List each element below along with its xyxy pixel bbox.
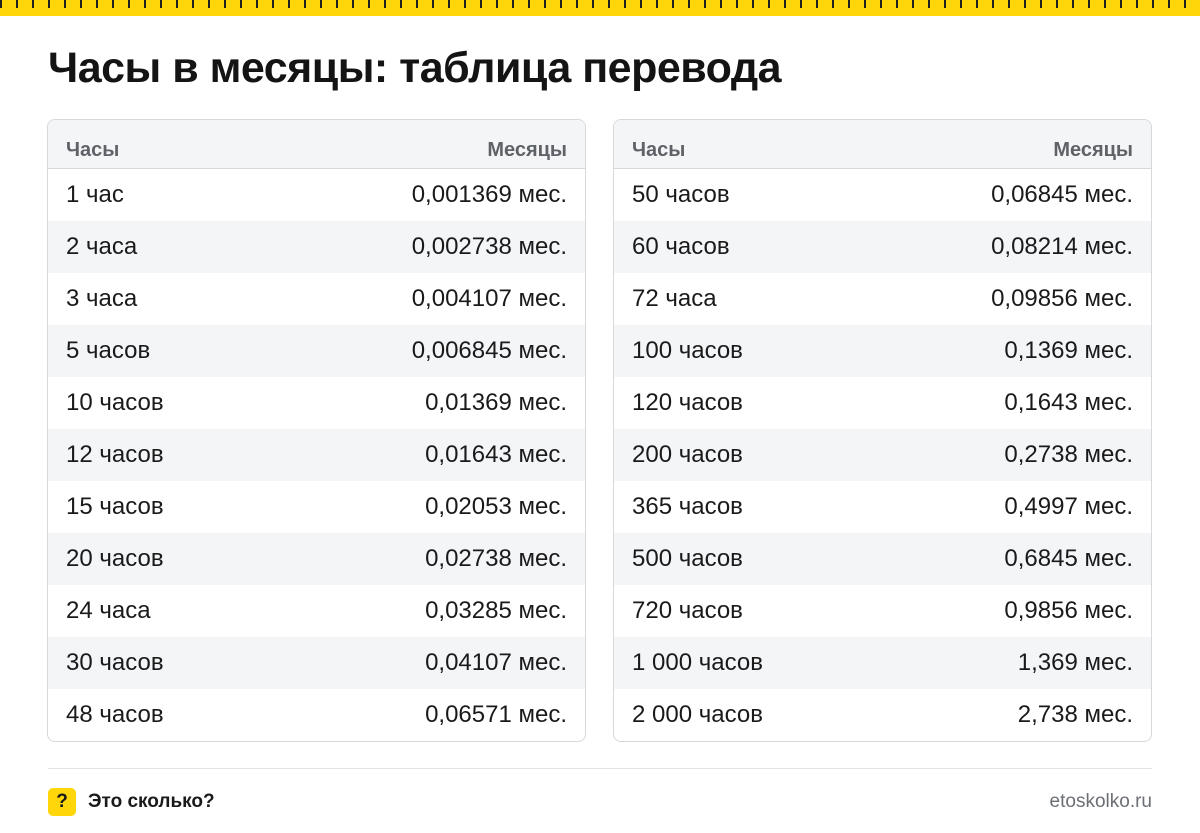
months-cell: 2,738 мес. bbox=[1017, 701, 1133, 728]
hours-cell: 120 часов bbox=[632, 389, 743, 416]
hours-cell: 2 часа bbox=[66, 233, 138, 260]
ruler-stripe bbox=[0, 0, 1200, 16]
table-row: 24 часа 0,03285 мес. bbox=[48, 585, 585, 637]
months-cell: 0,02738 мес. bbox=[425, 545, 567, 572]
hours-cell: 10 часов bbox=[66, 389, 164, 416]
hours-cell: 2 000 часов bbox=[632, 701, 763, 728]
table-row: 72 часа 0,09856 мес. bbox=[614, 273, 1151, 325]
table-row: 720 часов 0,9856 мес. bbox=[614, 585, 1151, 637]
header-hours: Часы bbox=[632, 139, 686, 161]
table-row: 3 часа 0,004107 мес. bbox=[48, 273, 585, 325]
hours-cell: 72 часа bbox=[632, 285, 717, 312]
months-cell: 0,1643 мес. bbox=[1004, 389, 1133, 416]
table-row: 10 часов 0,01369 мес. bbox=[48, 377, 585, 429]
table-row: 15 часов 0,02053 мес. bbox=[48, 481, 585, 533]
table-header: Часы Месяцы bbox=[614, 120, 1151, 169]
table-row: 365 часов 0,4997 мес. bbox=[614, 481, 1151, 533]
page-title: Часы в месяцы: таблица перевода bbox=[48, 44, 782, 92]
conversion-table-left: Часы Месяцы 1 час 0,001369 мес. 2 часа 0,0… bbox=[47, 119, 586, 742]
hours-cell: 30 часов bbox=[66, 649, 164, 676]
table-row: 1 час 0,001369 мес. bbox=[48, 169, 585, 221]
months-cell: 1,369 мес. bbox=[1017, 649, 1133, 676]
hours-cell: 365 часов bbox=[632, 493, 743, 520]
header-months: Месяцы bbox=[1053, 139, 1133, 161]
table-row: 120 часов 0,1643 мес. bbox=[614, 377, 1151, 429]
conversion-table-right: Часы Месяцы 50 часов 0,06845 мес. 60 часо… bbox=[613, 119, 1152, 742]
months-cell: 0,1369 мес. bbox=[1004, 337, 1133, 364]
hours-cell: 24 часа bbox=[66, 597, 151, 624]
hours-cell: 720 часов bbox=[632, 597, 743, 624]
months-cell: 0,06571 мес. bbox=[425, 701, 567, 728]
months-cell: 0,4997 мес. bbox=[1004, 493, 1133, 520]
months-cell: 0,004107 мес. bbox=[411, 285, 567, 312]
hours-cell: 60 часов bbox=[632, 233, 730, 260]
table-row: 30 часов 0,04107 мес. bbox=[48, 637, 585, 689]
table-row: 500 часов 0,6845 мес. bbox=[614, 533, 1151, 585]
brand-name: Это сколько? bbox=[88, 791, 215, 812]
months-cell: 0,002738 мес. bbox=[411, 233, 567, 260]
header-hours: Часы bbox=[66, 139, 120, 161]
months-cell: 0,01643 мес. bbox=[425, 441, 567, 468]
months-cell: 0,03285 мес. bbox=[425, 597, 567, 624]
table-body: 50 часов 0,06845 мес. 60 часов 0,08214 мес… bbox=[614, 169, 1151, 741]
site-url[interactable]: etoskolko.ru bbox=[1049, 791, 1152, 812]
hours-cell: 20 часов bbox=[66, 545, 164, 572]
hours-cell: 100 часов bbox=[632, 337, 743, 364]
months-cell: 0,04107 мес. bbox=[425, 649, 567, 676]
table-row: 1 000 часов 1,369 мес. bbox=[614, 637, 1151, 689]
footer-divider bbox=[48, 768, 1152, 769]
table-row: 60 часов 0,08214 мес. bbox=[614, 221, 1151, 273]
table-row: 2 часа 0,002738 мес. bbox=[48, 221, 585, 273]
table-row: 20 часов 0,02738 мес. bbox=[48, 533, 585, 585]
table-body: 1 час 0,001369 мес. 2 часа 0,002738 мес. 3… bbox=[48, 169, 585, 741]
hours-cell: 500 часов bbox=[632, 545, 743, 572]
months-cell: 0,02053 мес. bbox=[425, 493, 567, 520]
months-cell: 0,006845 мес. bbox=[411, 337, 567, 364]
hours-cell: 3 часа bbox=[66, 285, 138, 312]
table-row: 48 часов 0,06571 мес. bbox=[48, 689, 585, 741]
months-cell: 0,001369 мес. bbox=[411, 181, 567, 208]
hours-cell: 15 часов bbox=[66, 493, 164, 520]
hours-cell: 1 час bbox=[66, 181, 124, 208]
table-row: 50 часов 0,06845 мес. bbox=[614, 169, 1151, 221]
question-mark-logo-icon: ? bbox=[48, 788, 76, 816]
hours-cell: 200 часов bbox=[632, 441, 743, 468]
months-cell: 0,2738 мес. bbox=[1004, 441, 1133, 468]
hours-cell: 12 часов bbox=[66, 441, 164, 468]
hours-cell: 5 часов bbox=[66, 337, 151, 364]
months-cell: 0,01369 мес. bbox=[425, 389, 567, 416]
hours-cell: 1 000 часов bbox=[632, 649, 763, 676]
months-cell: 0,06845 мес. bbox=[991, 181, 1133, 208]
table-row: 12 часов 0,01643 мес. bbox=[48, 429, 585, 481]
hours-cell: 48 часов bbox=[66, 701, 164, 728]
months-cell: 0,9856 мес. bbox=[1004, 597, 1133, 624]
months-cell: 0,6845 мес. bbox=[1004, 545, 1133, 572]
table-row: 100 часов 0,1369 мес. bbox=[614, 325, 1151, 377]
table-header: Часы Месяцы bbox=[48, 120, 585, 169]
table-row: 5 часов 0,006845 мес. bbox=[48, 325, 585, 377]
table-row: 200 часов 0,2738 мес. bbox=[614, 429, 1151, 481]
months-cell: 0,09856 мес. bbox=[991, 285, 1133, 312]
table-row: 2 000 часов 2,738 мес. bbox=[614, 689, 1151, 741]
months-cell: 0,08214 мес. bbox=[991, 233, 1133, 260]
header-months: Месяцы bbox=[487, 139, 567, 161]
hours-cell: 50 часов bbox=[632, 181, 730, 208]
